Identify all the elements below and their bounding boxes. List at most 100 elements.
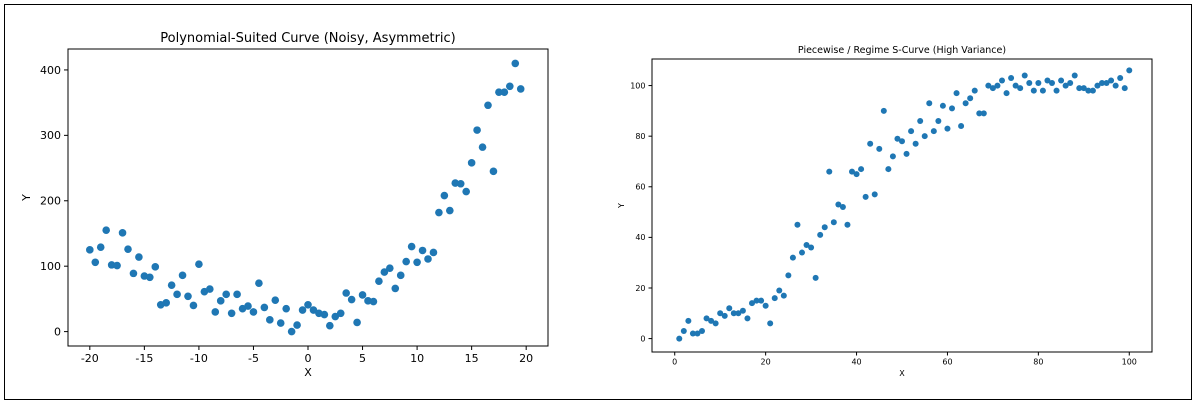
right-chart-title: Piecewise / Regime S-Curve (High Varianc… [798, 45, 1006, 56]
right-scatter-point [853, 171, 860, 178]
left-scatter-point [506, 82, 514, 91]
right-scatter-point [739, 307, 746, 314]
right-scatter-point [1080, 85, 1087, 92]
right-scatter-point [1071, 72, 1078, 79]
right-scatter-point [953, 90, 960, 97]
figure-frame [4, 4, 1192, 400]
left-scatter-point [304, 300, 312, 309]
right-scatter-point [980, 110, 987, 117]
right-scatter-point [1026, 80, 1033, 87]
right-y-tick-label: 0 [640, 334, 645, 343]
right-y-tick-label: 60 [635, 183, 645, 192]
right-scatter-point [699, 327, 705, 334]
left-y-tick-label: 300 [40, 129, 61, 142]
right-scatter-point [971, 87, 978, 94]
right-x-tick-label: 100 [1122, 358, 1137, 367]
right-y-tick-label: 20 [635, 284, 645, 293]
right-scatter-point [999, 77, 1005, 84]
right-scatter-point [1035, 80, 1042, 87]
left-scatter-point [342, 289, 350, 297]
left-scatter-point [320, 310, 329, 319]
left-scatter-point [255, 279, 263, 287]
right-scatter-point [976, 110, 983, 117]
right-scatter-point [1039, 87, 1046, 94]
left-scatter-point [216, 297, 225, 305]
right-y-tick-label: 40 [635, 233, 645, 242]
right-scatter-point [885, 166, 892, 173]
right-scatter-point [780, 292, 787, 299]
left-scatter-point [309, 306, 318, 314]
right-y-axis-label: Y [617, 203, 626, 209]
left-scatter-point [516, 85, 525, 93]
right-y-tick-label: 100 [630, 81, 645, 90]
right-scatter-point [1121, 85, 1128, 92]
left-scatter-point [151, 263, 160, 271]
left-scatter-point [407, 242, 416, 251]
left-scatter-point [276, 319, 285, 327]
right-scatter-point [1044, 77, 1051, 84]
right-chart-axes-box [651, 58, 1153, 353]
right-scatter-point [721, 312, 728, 319]
right-scatter-point [708, 317, 715, 324]
left-scatter-point [435, 208, 443, 217]
right-x-tick-label: 40 [851, 358, 861, 367]
right-scatter-point [835, 201, 842, 208]
right-scatter-point [749, 300, 755, 307]
left-scatter-point [440, 191, 449, 200]
right-scatter-point [871, 191, 878, 198]
right-scatter-point [689, 330, 696, 337]
left-x-tick-label: -10 [190, 352, 208, 365]
right-y-tick-label: 80 [635, 132, 645, 141]
right-x-tick-label: 60 [942, 358, 952, 367]
left-scatter-point [162, 299, 170, 307]
right-scatter-point [703, 315, 710, 322]
left-y-tick-label: 200 [40, 195, 61, 208]
right-scatter-point [962, 100, 969, 107]
right-scatter-point [839, 204, 846, 211]
left-scatter-point [380, 268, 389, 276]
right-scatter-point [1017, 85, 1024, 92]
left-scatter-point [293, 321, 301, 329]
left-scatter-point [266, 316, 274, 324]
left-scatter-point [402, 257, 410, 266]
right-x-axis-label: X [899, 369, 905, 378]
right-scatter-point [930, 128, 937, 135]
right-scatter-point [912, 140, 919, 147]
left-x-tick-label: 10 [410, 352, 424, 365]
right-scatter-point [1062, 82, 1069, 89]
right-x-tick-label: 0 [672, 358, 677, 367]
right-scatter-point [794, 221, 801, 228]
left-scatter-point [118, 229, 127, 237]
left-x-tick-label: 15 [465, 352, 479, 365]
right-scatter-point [926, 100, 933, 107]
right-scatter-point [799, 249, 805, 256]
right-scatter-point [849, 168, 855, 175]
left-scatter-point [167, 281, 176, 289]
left-scatter-point [287, 327, 296, 336]
right-scatter-point [1112, 82, 1119, 89]
left-scatter-point [227, 309, 236, 318]
right-scatter-point [935, 117, 942, 124]
left-scatter-point [173, 290, 181, 299]
left-scatter-point [462, 187, 470, 196]
left-scatter-point [418, 246, 427, 255]
right-scatter-point [1021, 72, 1028, 79]
left-scatter-point [478, 143, 487, 151]
left-scatter-point [233, 290, 241, 299]
left-scatter-point [282, 304, 290, 313]
right-scatter-point [1067, 80, 1074, 87]
left-chart-title: Polynomial-Suited Curve (Noisy, Asymmetr… [160, 31, 456, 46]
left-scatter-point [96, 243, 105, 252]
right-scatter-point [830, 219, 837, 226]
right-scatter-point [694, 330, 701, 337]
right-scatter-point [858, 166, 865, 173]
left-scatter-point [391, 284, 400, 293]
right-scatter-point [862, 193, 869, 200]
left-scatter-point [331, 312, 340, 321]
right-scatter-point [726, 305, 733, 312]
left-scatter-point [456, 179, 465, 188]
right-scatter-point [735, 310, 742, 317]
right-scatter-point [1117, 74, 1124, 81]
right-scatter-point [1126, 67, 1133, 74]
